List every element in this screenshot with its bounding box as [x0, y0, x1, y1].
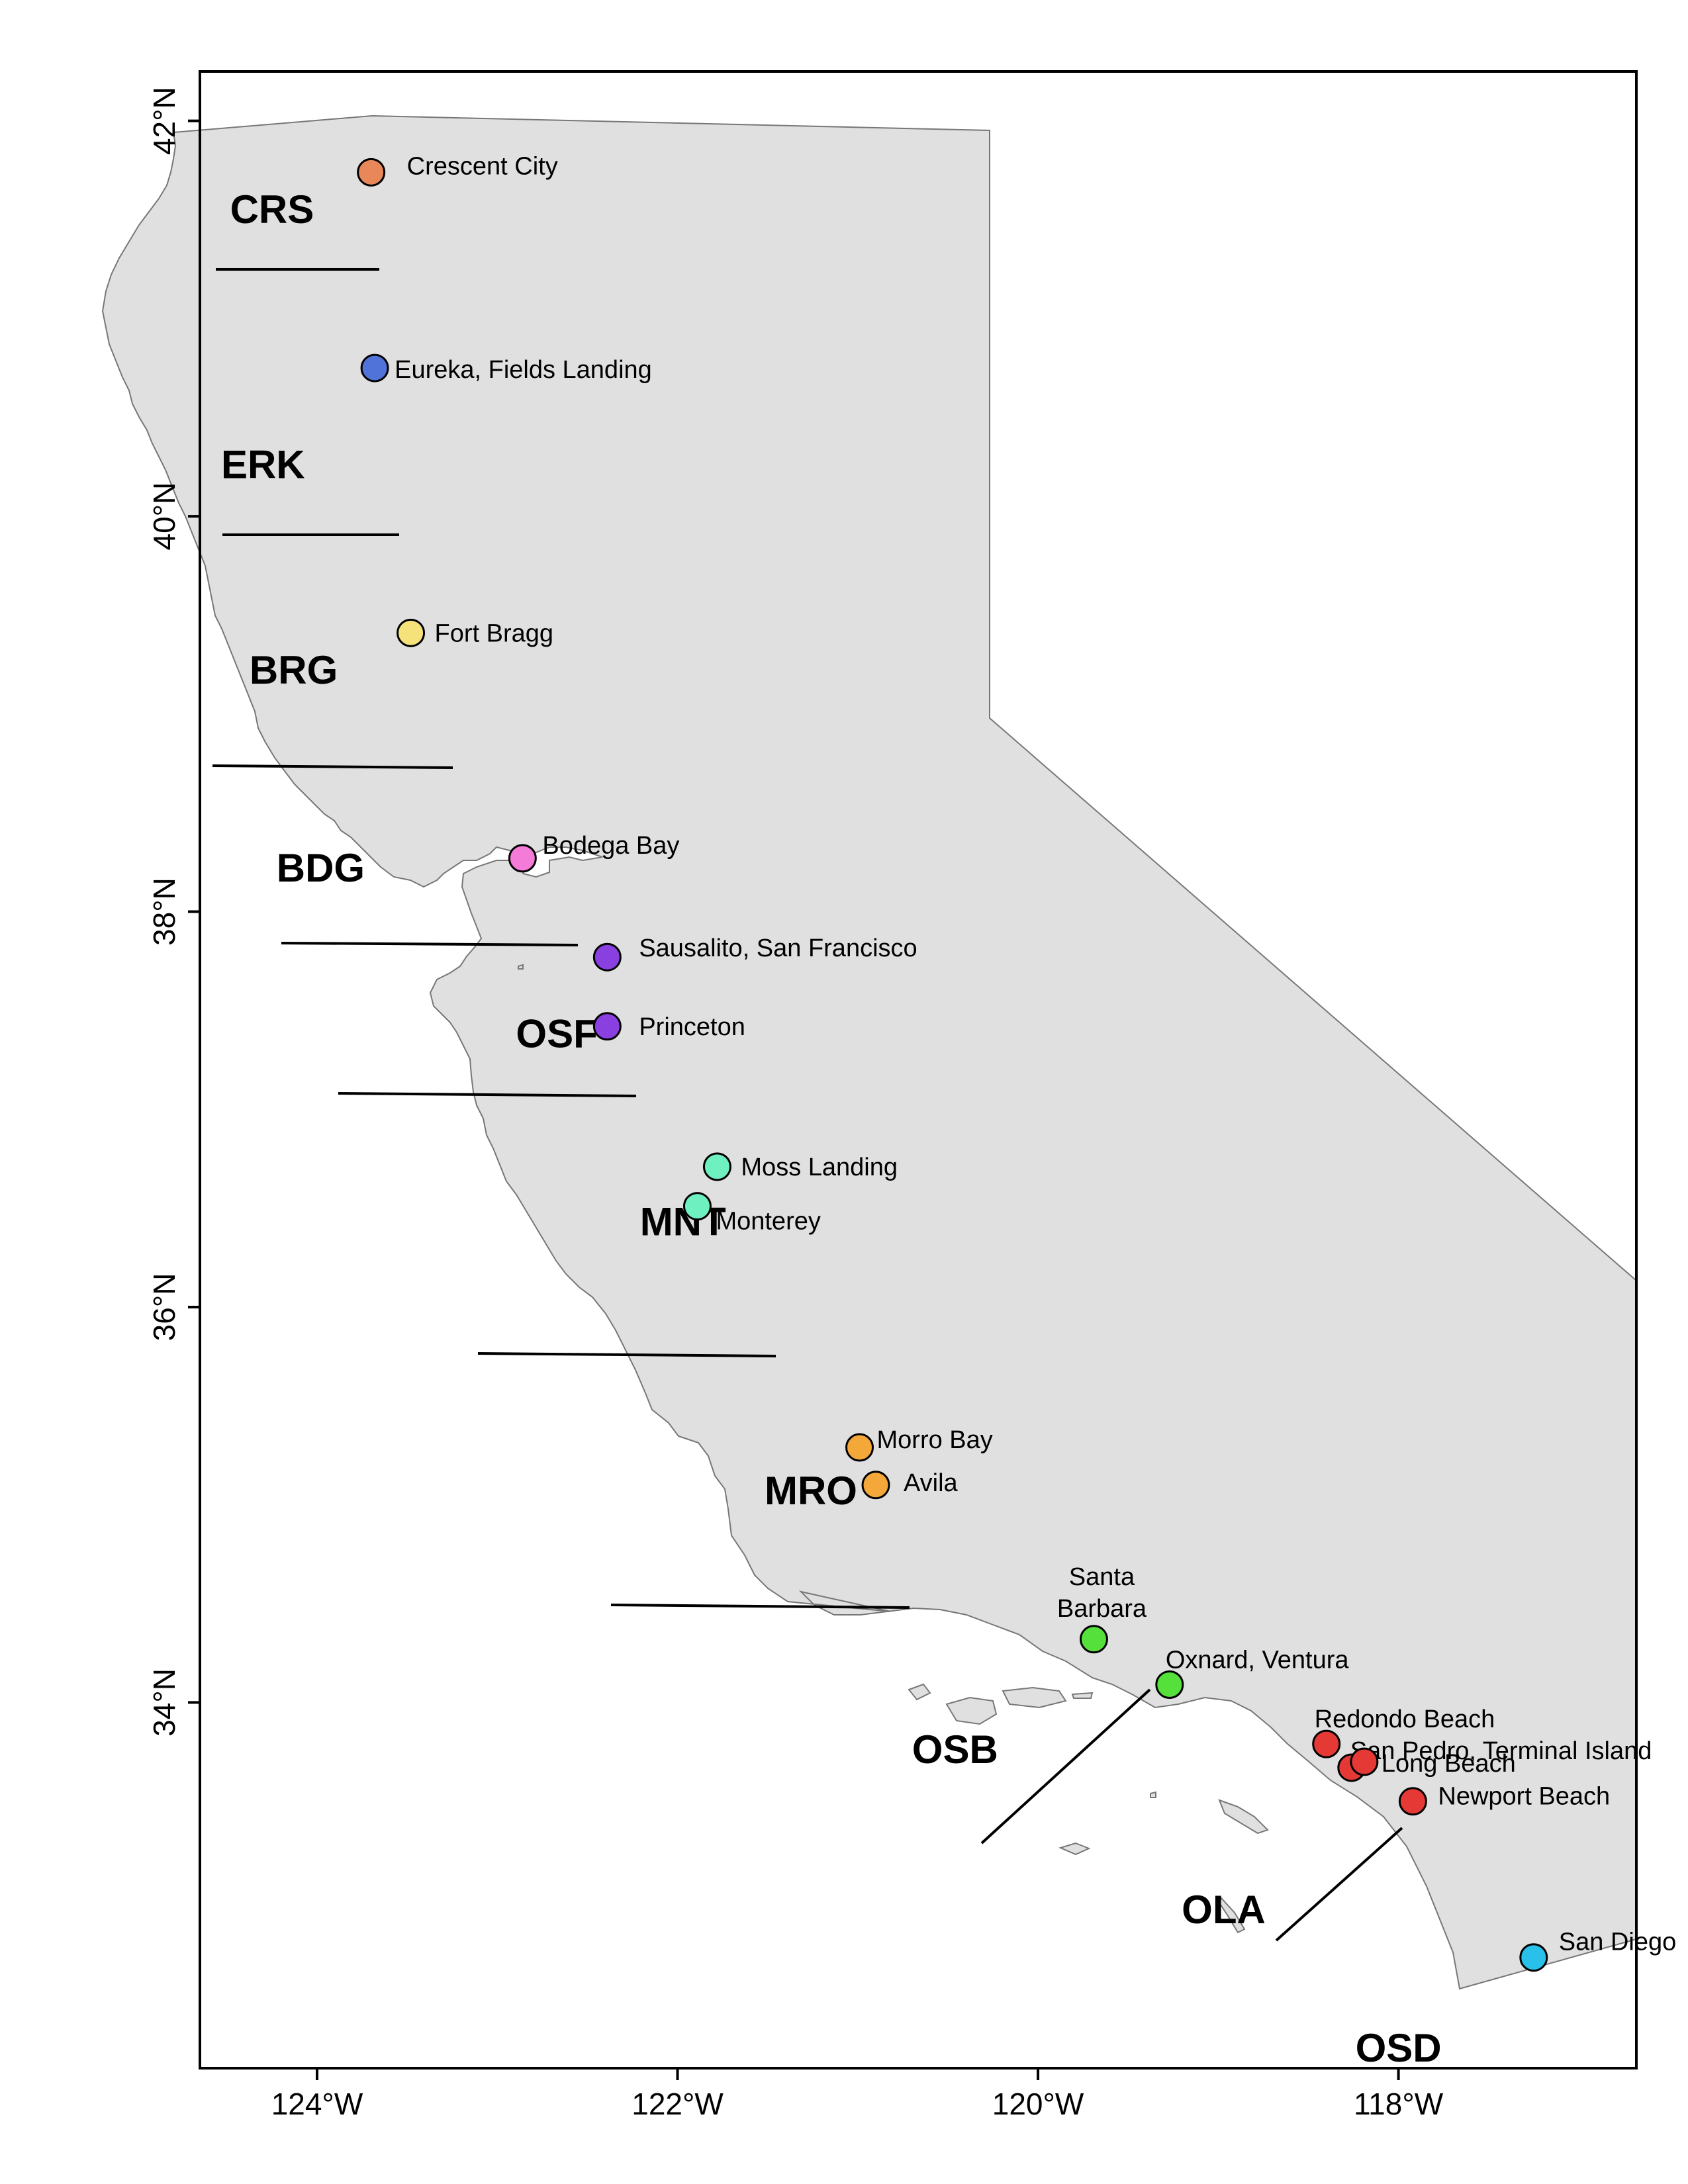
region-label-mro: MRO [765, 1469, 857, 1513]
land-layer [101, 114, 1637, 1990]
port-label: Bodega Bay [542, 832, 679, 860]
lon-tick-label: 120°W [992, 2087, 1084, 2121]
port-label: Avila [904, 1469, 959, 1497]
port-label: Fort Bragg [435, 619, 554, 647]
lon-tick-label: 118°W [1354, 2087, 1444, 2121]
region-label-brg: BRG [250, 648, 338, 692]
port-label: Newport Beach [1438, 1783, 1610, 1811]
boundary-ola-osd [1275, 1827, 1403, 1942]
port-marker[interactable] [861, 1471, 890, 1500]
island-san-nicolas [1058, 1842, 1091, 1856]
region-label-osd: OSD [1356, 2026, 1442, 2070]
lat-tick-label: 34°N [147, 1668, 181, 1737]
port-label: Oxnard, Ventura [1166, 1646, 1350, 1674]
island-san-clemente [1218, 1897, 1246, 1934]
port-label: Redondo Beach [1315, 1706, 1495, 1733]
boundary-osb-ola [980, 1688, 1151, 1844]
island-santa-barbara [1150, 1791, 1156, 1798]
region-boundaries [212, 268, 1403, 1942]
boundary-mnt-mro [477, 1352, 776, 1357]
island-santa-catalina [1218, 1799, 1269, 1835]
port-label: San Pedro, Terminal Island [1350, 1737, 1652, 1765]
lon-tick-label: 122°W [632, 2087, 724, 2121]
region-label-crs: CRS [230, 187, 314, 232]
port-marker[interactable] [592, 1012, 622, 1041]
region-label-ola: OLA [1182, 1888, 1266, 1932]
port-marker[interactable] [360, 353, 389, 383]
island-sf-bay-1 [518, 964, 524, 970]
port-label: Princeton [639, 1013, 745, 1041]
california-land [101, 114, 1637, 1990]
port-marker[interactable] [1155, 1670, 1184, 1699]
port-marker[interactable] [1312, 1729, 1341, 1758]
port-label: Sausalito, San Francisco [639, 934, 917, 962]
boundary-mro-osb [610, 1604, 910, 1609]
region-label-mnt: MNT [640, 1200, 726, 1244]
port-label-santa-barbara: Santa Barbara [1057, 1563, 1147, 1623]
lat-tick-label: 38°N [147, 878, 181, 946]
port-marker[interactable] [845, 1433, 874, 1462]
lat-tick-label: 36°N [147, 1273, 181, 1342]
port-labels: Crescent City Eureka, Fields Landing Fort … [395, 152, 1676, 1956]
port-label: San Diego [1559, 1929, 1676, 1956]
port-marker[interactable] [592, 942, 622, 972]
lat-tick-label: 40°N [147, 482, 181, 551]
port-label: Long Beach [1382, 1750, 1516, 1778]
boundary-bdg-osf [281, 942, 579, 946]
port-label: Moss Landing [741, 1154, 898, 1181]
boundary-brg-bdg [212, 764, 453, 769]
island-anacapa [1071, 1692, 1094, 1699]
island-san-miguel [908, 1683, 931, 1701]
port-label: Morro Bay [877, 1426, 993, 1454]
port-label: Crescent City [407, 152, 558, 180]
region-label-osf: OSF [516, 1012, 597, 1056]
port-label: Eureka, Fields Landing [395, 356, 652, 384]
ports-layer: Crescent City Eureka, Fields Landing Fort … [357, 152, 1676, 1972]
port-marker[interactable] [1079, 1625, 1108, 1654]
port-label: Monterey [716, 1208, 820, 1236]
port-marker[interactable] [508, 844, 537, 873]
island-santa-rosa [945, 1696, 998, 1725]
region-label-osb: OSB [912, 1727, 998, 1772]
region-label-erk: ERK [221, 442, 305, 486]
port-marker[interactable] [682, 1192, 712, 1221]
port-marker[interactable] [1350, 1747, 1379, 1776]
island-santa-cruz [1002, 1686, 1067, 1709]
port-marker[interactable] [357, 158, 386, 187]
region-label-bdg: BDG [277, 846, 365, 890]
lat-tick-label: 42°N [147, 87, 181, 155]
port-marker[interactable] [1398, 1787, 1427, 1816]
regions-layer: CRS ERK BRG BDG OSF MNT MRO OSB OLA OSD [221, 187, 1442, 2070]
lon-tick-label: 124°W [271, 2087, 363, 2121]
map-frame [199, 70, 1638, 2070]
port-marker[interactable] [397, 618, 426, 647]
port-marker[interactable] [702, 1152, 731, 1181]
axes-layer: 124°W 122°W 120°W 118°W 42°N 40°N 38°N 36°N 34°N [147, 87, 1444, 2121]
port-marker[interactable] [1519, 1943, 1548, 1972]
channel-islands [518, 964, 1269, 1934]
boundary-osf-mnt [338, 1092, 637, 1097]
